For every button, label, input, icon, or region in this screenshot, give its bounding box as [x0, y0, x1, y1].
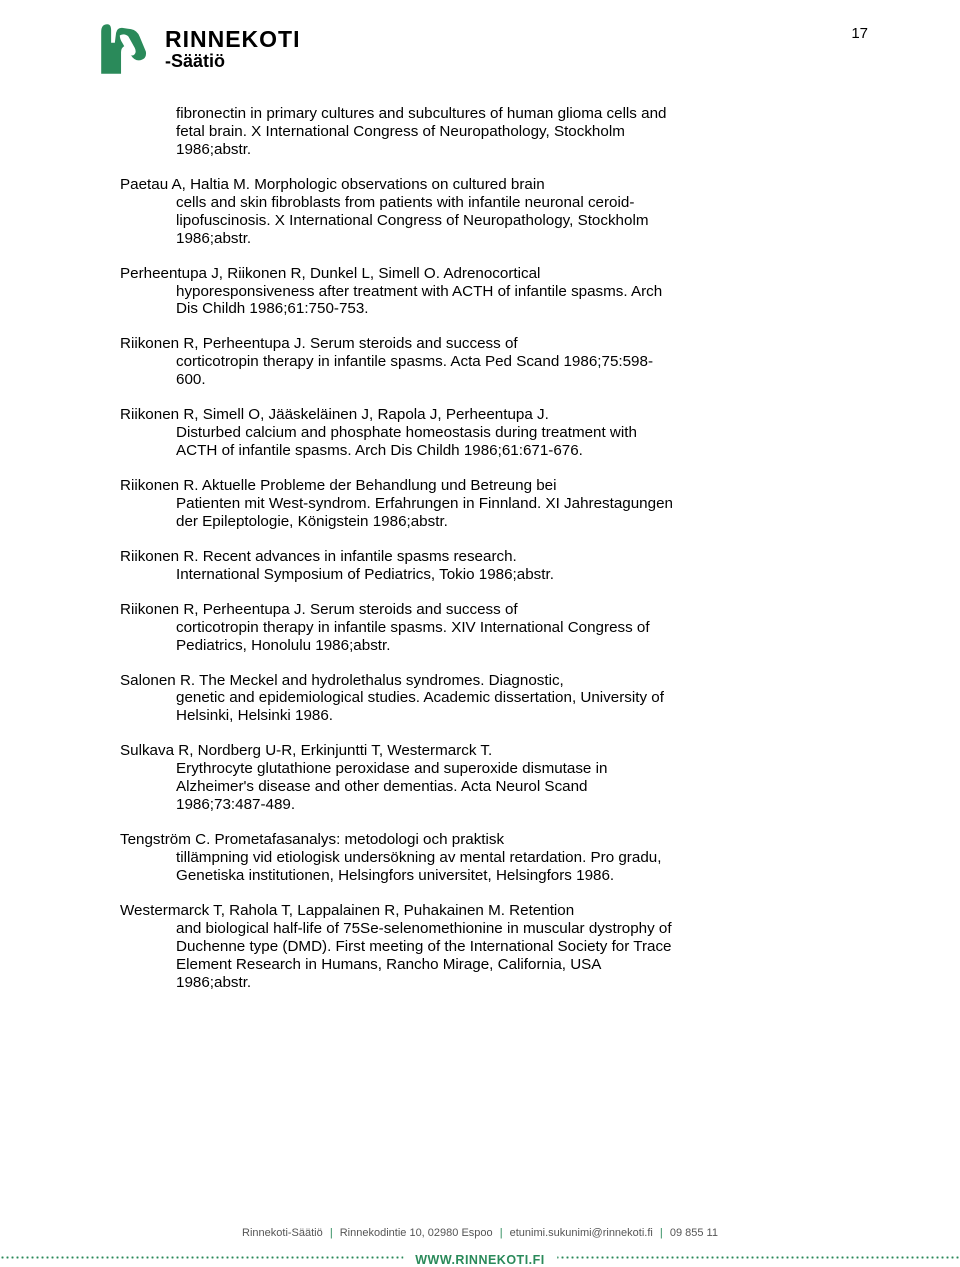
reference-line: 1986;73:487-489.	[120, 796, 820, 814]
logo-icon	[95, 18, 157, 80]
header: RINNEKOTI -Säätiö	[95, 18, 301, 80]
reference-line: genetic and epidemiological studies. Aca…	[120, 689, 820, 707]
footer: Rinnekoti-Säätiö | Rinnekodintie 10, 029…	[0, 1227, 960, 1239]
reference-entry: Riikonen R, Perheentupa J. Serum steroid…	[120, 335, 820, 389]
reference-line: Paetau A, Haltia M. Morphologic observat…	[120, 176, 820, 194]
brand-name: RINNEKOTI	[165, 26, 301, 53]
footer-site: WWW.RINNEKOTI.FI	[403, 1253, 557, 1267]
reference-line: Riikonen R, Perheentupa J. Serum steroid…	[120, 601, 820, 619]
reference-entry: Riikonen R, Simell O, Jääskeläinen J, Ra…	[120, 406, 820, 460]
brand-subname: -Säätiö	[165, 51, 301, 72]
reference-line: lipofuscinosis. X International Congress…	[120, 212, 820, 230]
footer-address: Rinnekodintie 10, 02980 Espoo	[340, 1227, 493, 1239]
reference-line: Riikonen R, Simell O, Jääskeläinen J, Ra…	[120, 406, 820, 424]
reference-line: 1986;abstr.	[120, 974, 820, 992]
reference-line: corticotropin therapy in infantile spasm…	[120, 619, 820, 637]
footer-separator: |	[330, 1227, 333, 1239]
reference-line: Patienten mit West-syndrom. Erfahrungen …	[120, 495, 820, 513]
reference-line: 1986;abstr.	[120, 141, 820, 159]
reference-line: Dis Childh 1986;61:750-753.	[120, 300, 820, 318]
reference-line: Riikonen R, Perheentupa J. Serum steroid…	[120, 335, 820, 353]
reference-entry: Perheentupa J, Riikonen R, Dunkel L, Sim…	[120, 265, 820, 319]
reference-entry: Riikonen R, Perheentupa J. Serum steroid…	[120, 601, 820, 655]
reference-entry: fibronectin in primary cultures and subc…	[120, 105, 820, 159]
footer-separator: |	[660, 1227, 663, 1239]
reference-line: and biological half-life of 75Se-selenom…	[120, 920, 820, 938]
logo-text: RINNEKOTI -Säätiö	[165, 26, 301, 72]
reference-entry: Riikonen R. Aktuelle Probleme der Behand…	[120, 477, 820, 531]
reference-line: ACTH of infantile spasms. Arch Dis Child…	[120, 442, 820, 460]
reference-line: Erythrocyte glutathione peroxidase and s…	[120, 760, 820, 778]
reference-line: hyporesponsiveness after treatment with …	[120, 283, 820, 301]
reference-line: der Epileptologie, Königstein 1986;abstr…	[120, 513, 820, 531]
reference-line: Salonen R. The Meckel and hydrolethalus …	[120, 672, 820, 690]
reference-line: Genetiska institutionen, Helsingfors uni…	[120, 867, 820, 885]
reference-line: Helsinki, Helsinki 1986.	[120, 707, 820, 725]
reference-line: 1986;abstr.	[120, 230, 820, 248]
reference-entry: Salonen R. The Meckel and hydrolethalus …	[120, 672, 820, 726]
reference-entry: Tengström C. Prometafasanalys: metodolog…	[120, 831, 820, 885]
reference-line: Disturbed calcium and phosphate homeosta…	[120, 424, 820, 442]
reference-line: Element Research in Humans, Rancho Mirag…	[120, 956, 820, 974]
reference-line: Westermarck T, Rahola T, Lappalainen R, …	[120, 902, 820, 920]
reference-entry: Sulkava R, Nordberg U-R, Erkinjuntti T, …	[120, 742, 820, 814]
footer-email: etunimi.sukunimi@rinnekoti.fi	[510, 1227, 653, 1239]
reference-line: cells and skin fibroblasts from patients…	[120, 194, 820, 212]
reference-line: Sulkava R, Nordberg U-R, Erkinjuntti T, …	[120, 742, 820, 760]
reference-line: Tengström C. Prometafasanalys: metodolog…	[120, 831, 820, 849]
reference-entry: Riikonen R. Recent advances in infantile…	[120, 548, 820, 584]
reference-line: tillämpning vid etiologisk undersökning …	[120, 849, 820, 867]
footer-separator: |	[500, 1227, 503, 1239]
reference-line: 600.	[120, 371, 820, 389]
reference-line: International Symposium of Pediatrics, T…	[120, 566, 820, 584]
reference-line: fetal brain. X International Congress of…	[120, 123, 820, 141]
reference-line: Riikonen R. Recent advances in infantile…	[120, 548, 820, 566]
references-list: fibronectin in primary cultures and subc…	[120, 105, 820, 1009]
reference-line: corticotropin therapy in infantile spasm…	[120, 353, 820, 371]
page-number: 17	[851, 25, 868, 42]
reference-entry: Westermarck T, Rahola T, Lappalainen R, …	[120, 902, 820, 992]
reference-line: Perheentupa J, Riikonen R, Dunkel L, Sim…	[120, 265, 820, 283]
reference-line: fibronectin in primary cultures and subc…	[120, 105, 820, 123]
reference-line: Pediatrics, Honolulu 1986;abstr.	[120, 637, 820, 655]
reference-line: Duchenne type (DMD). First meeting of th…	[120, 938, 820, 956]
footer-phone: 09 855 11	[670, 1227, 718, 1239]
footer-org: Rinnekoti-Säätiö	[242, 1227, 323, 1239]
reference-entry: Paetau A, Haltia M. Morphologic observat…	[120, 176, 820, 248]
reference-line: Alzheimer's disease and other dementias.…	[120, 778, 820, 796]
reference-line: Riikonen R. Aktuelle Probleme der Behand…	[120, 477, 820, 495]
